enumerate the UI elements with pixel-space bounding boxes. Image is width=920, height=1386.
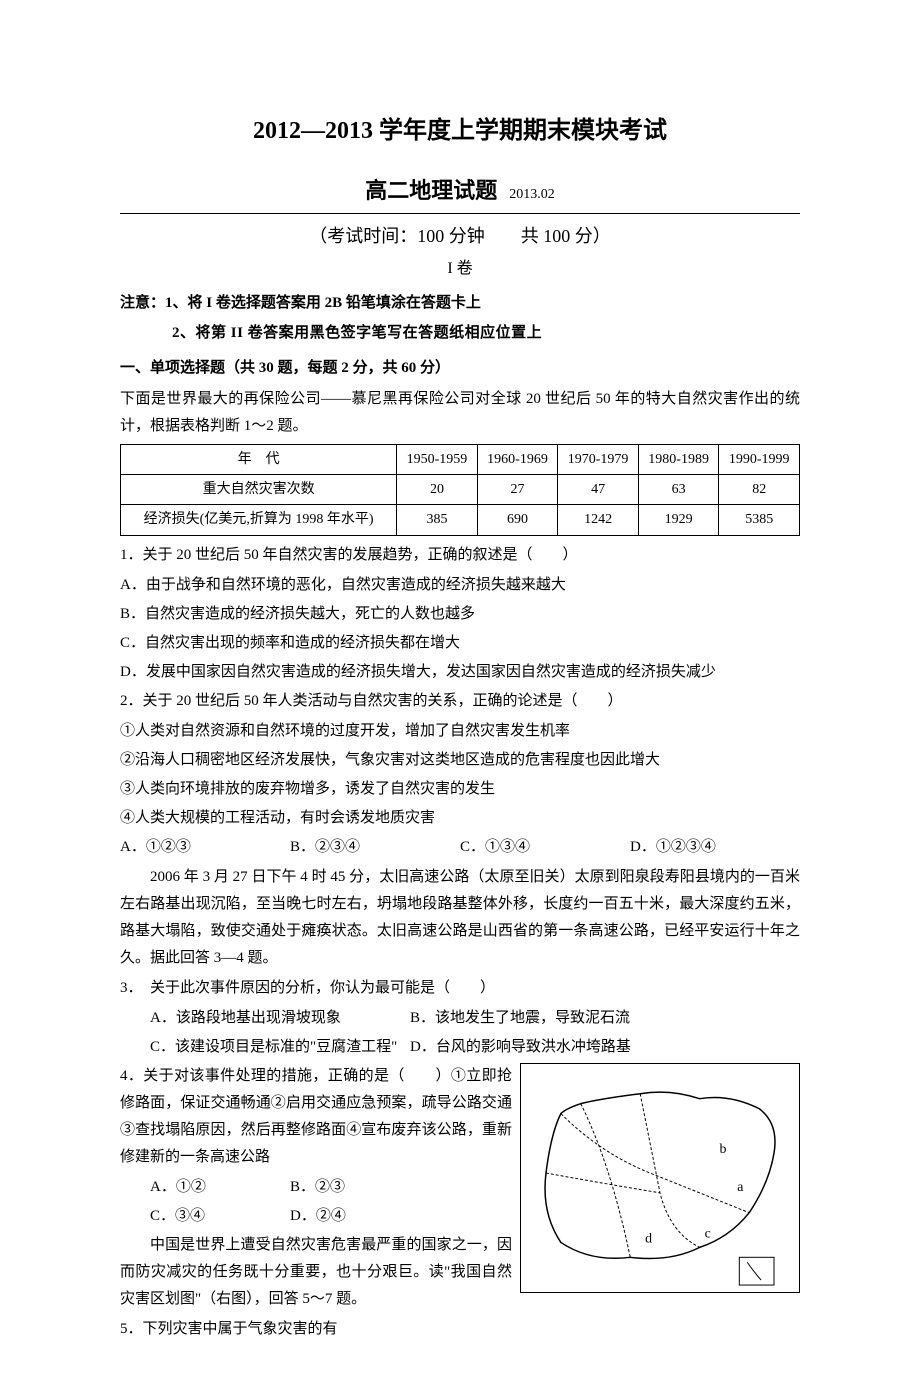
data-table: 年 代 1950-1959 1960-1969 1970-1979 1980-1…: [120, 444, 800, 536]
q5-stem: 5．下列灾害中属于气象灾害的有: [120, 1316, 512, 1343]
q3-options-row1: A．该路段地基出现滑坡现象 B．该地发生了地震，导致泥石流: [150, 1005, 800, 1032]
q2-statement-1: ①人类对自然资源和自然环境的过度开发，增加了自然灾害发生机率: [120, 718, 800, 745]
q2-options-row: A．①②③ B．②③④ C．①③④ D．①②③④: [120, 834, 800, 861]
table-header-cell: 1970-1979: [558, 444, 639, 474]
map-label-b: b: [719, 1142, 726, 1157]
volume-label: I 卷: [120, 255, 800, 284]
q2-stem: 2．关于 20 世纪后 50 年人类活动与自然灾害的关系，正确的论述是（ ）: [120, 688, 800, 715]
q2-statement-4: ④人类大规模的工程活动，有时会诱发地质灾害: [120, 805, 800, 832]
q3-option-c: C．该建设项目是标准的"豆腐渣工程": [150, 1034, 410, 1061]
table-header-cell: 1960-1969: [477, 444, 558, 474]
intro-paragraph-3: 中国是世界上遭受自然灾害危害最严重的国家之一，因而防灾减灾的任务既十分重要，也十…: [120, 1232, 512, 1313]
table-cell: 5385: [719, 505, 800, 535]
map-label-d: d: [645, 1231, 652, 1246]
q2-option-a: A．①②③: [120, 834, 290, 861]
q1-option-a: A．由于战争和自然环境的恶化，自然灾害造成的经济损失越来越大: [120, 572, 800, 599]
notice-prefix: 注意：: [120, 295, 165, 311]
q2-statement-3: ③人类向环境排放的废弃物增多，诱发了自然灾害的发生: [120, 776, 800, 803]
q1-option-d: D．发展中国家因自然灾害造成的经济损失增大，发达国家因自然灾害造成的经济损失减少: [120, 659, 800, 686]
q2-option-b: B．②③④: [290, 834, 460, 861]
table-header-row: 年 代 1950-1959 1960-1969 1970-1979 1980-1…: [121, 444, 800, 474]
q4-options-row2: C．③④ D．②④: [150, 1203, 512, 1230]
q2-option-d: D．①②③④: [630, 834, 800, 861]
table-cell: 重大自然灾害次数: [121, 475, 397, 505]
exam-date: 2013.02: [509, 187, 555, 202]
table-header-cell: 1950-1959: [397, 444, 478, 474]
map-label-c: c: [705, 1226, 711, 1241]
table-cell: 690: [477, 505, 558, 535]
q4-stem: 4．关于对该事件处理的措施，正确的是（ ）①立即抢修路面，保证交通畅通②启用交通…: [120, 1063, 512, 1171]
q4-option-d: D．②④: [290, 1203, 346, 1230]
table-cell: 47: [558, 475, 639, 505]
intro-paragraph-1: 下面是世界最大的再保险公司——慕尼黑再保险公司对全球 20 世纪后 50 年的特…: [120, 386, 800, 440]
q1-stem: 1．关于 20 世纪后 50 年自然灾害的发展趋势，正确的叙述是（ ）: [120, 542, 800, 569]
q3-stem: 3． 关于此次事件原因的分析，你认为最可能是（ ）: [120, 975, 800, 1002]
china-map-svg: a b c d: [521, 1064, 799, 1292]
table-cell: 1929: [638, 505, 719, 535]
q3-option-a: A．该路段地基出现滑坡现象: [150, 1005, 410, 1032]
subtitle-text: 高二地理试题: [365, 178, 497, 203]
exam-info: （考试时间：100 分钟 共 100 分）: [120, 220, 800, 252]
table-cell: 27: [477, 475, 558, 505]
notice-text1: 1、将 I 卷选择题答案用 2B 铅笔填涂在答题卡上: [165, 295, 481, 311]
q4-options-row1: A．①② B．②③: [150, 1174, 512, 1201]
page-title: 2012—2013 学年度上学期期末模块考试: [120, 110, 800, 153]
q1-option-b: B．自然灾害造成的经济损失越大，死亡的人数也越多: [120, 601, 800, 628]
table-header-cell: 1990-1999: [719, 444, 800, 474]
table-header-cell: 1980-1989: [638, 444, 719, 474]
q1-option-c: C．自然灾害出现的频率和造成的经济损失都在增大: [120, 630, 800, 657]
q2-statement-2: ②沿海人口稠密地区经济发展快，气象灾害对这类地区造成的危害程度也因此增大: [120, 747, 800, 774]
map-label-a: a: [737, 1179, 743, 1194]
q4-option-b: B．②③: [290, 1174, 345, 1201]
q4-option-a: A．①②: [150, 1174, 290, 1201]
table-cell: 1242: [558, 505, 639, 535]
q3-option-d: D．台风的影响导致洪水冲垮路基: [410, 1034, 631, 1061]
table-cell: 经济损失(亿美元,折算为 1998 年水平): [121, 505, 397, 535]
section-header: 一、单项选择题（共 30 题，每题 2 分，共 60 分）: [120, 355, 800, 382]
q3-options-row2: C．该建设项目是标准的"豆腐渣工程" D．台风的影响导致洪水冲垮路基: [150, 1034, 800, 1061]
table-cell: 82: [719, 475, 800, 505]
table-row: 经济损失(亿美元,折算为 1998 年水平) 385 690 1242 1929…: [121, 505, 800, 535]
page-subtitle: 高二地理试题 2013.02: [120, 171, 800, 211]
china-map-figure: a b c d: [520, 1063, 800, 1293]
q4-option-c: C．③④: [150, 1203, 290, 1230]
table-cell: 385: [397, 505, 478, 535]
intro-paragraph-2: 2006 年 3 月 27 日下午 4 时 45 分，太旧高速公路（太原至旧关）…: [120, 864, 800, 972]
q2-option-c: C．①③④: [460, 834, 630, 861]
notice-line1: 注意：1、将 I 卷选择题答案用 2B 铅笔填涂在答题卡上: [120, 290, 800, 317]
notice-line2: 2、将第 II 卷答案用黑色签字笔写在答题纸相应位置上: [172, 320, 800, 347]
table-cell: 20: [397, 475, 478, 505]
divider: [120, 213, 800, 214]
table-header-cell: 年 代: [121, 444, 397, 474]
q3-option-b: B．该地发生了地震，导致泥石流: [410, 1005, 630, 1032]
table-row: 重大自然灾害次数 20 27 47 63 82: [121, 475, 800, 505]
table-cell: 63: [638, 475, 719, 505]
